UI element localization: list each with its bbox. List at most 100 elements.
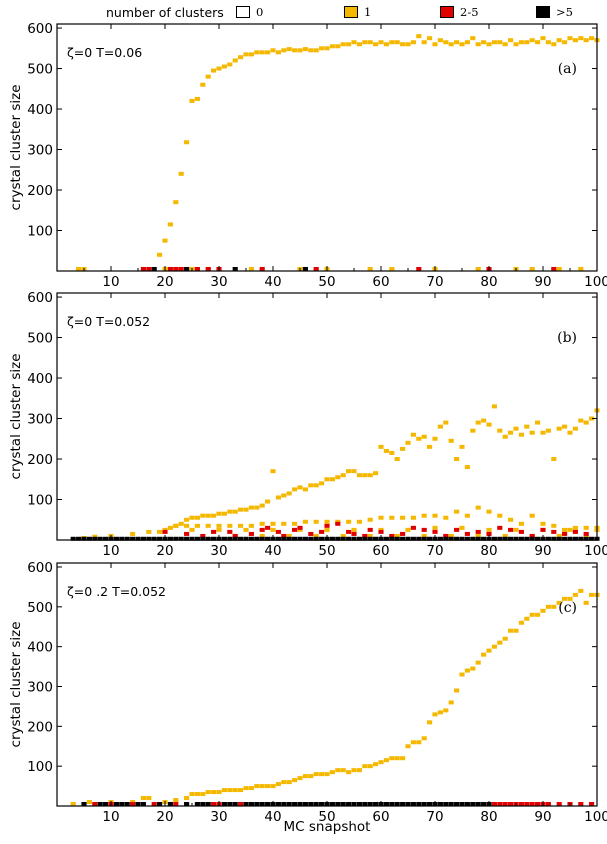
panel-2-cell-0-24 xyxy=(270,784,276,789)
panel-0-cell-0-9 xyxy=(194,96,200,101)
panel-0-cell-0-0 xyxy=(76,266,82,271)
panel-0-cell-0-74 xyxy=(545,40,551,45)
panel-2-cell-0-32 xyxy=(313,772,319,777)
panel-0-cell-0-62 xyxy=(481,40,487,45)
panel-1-cell-0-28 xyxy=(281,493,287,498)
panel-2-cell-0-78 xyxy=(562,596,568,601)
panel-0-cell-2-3 xyxy=(302,266,308,271)
panel-2-cell-2-2 xyxy=(103,802,109,807)
panel-0-cell-1-12 xyxy=(551,266,557,271)
panel-2-cell-0-44 xyxy=(378,760,384,765)
panel-2-cell-0-58 xyxy=(454,688,460,693)
panel-2-cell-0-57 xyxy=(448,700,454,705)
panel-1-cell-0-30 xyxy=(292,487,298,492)
panel-0-cell-0-60 xyxy=(470,36,476,41)
panel-0-cell-0-26 xyxy=(286,47,292,52)
panel-2-ylabel: crystal cluster size xyxy=(8,622,24,748)
panel-2-cell-2-45 xyxy=(394,802,400,807)
panel-1-cell-0-13 xyxy=(200,513,206,518)
panel-0-xtick-label-8: 90 xyxy=(534,274,551,290)
panel-1-cell-2-38 xyxy=(275,536,281,541)
panel-2-cell-0-77 xyxy=(556,600,562,605)
panel-1-cell-0-100 xyxy=(313,519,319,524)
panel-2-xtick-label-9: 100 xyxy=(584,809,607,825)
panel-2-cell-0-1 xyxy=(86,800,92,805)
panel-2-cell-0-74 xyxy=(540,608,546,613)
panel-1-cell-2-56 xyxy=(373,536,379,541)
panel-1-xtick-label-8: 90 xyxy=(534,543,551,559)
legend-label-0: 0 xyxy=(256,5,264,19)
panel-2-cell-2-23 xyxy=(275,802,281,807)
panel-1-cell-1-32 xyxy=(497,525,503,530)
panel-2-cell-1-7 xyxy=(238,802,244,807)
panel-1-cell-2-43 xyxy=(302,536,308,541)
panel-2-cell-2-14 xyxy=(221,802,227,807)
panel-2-cell-2-19 xyxy=(254,802,260,807)
panel-0-cell-0-58 xyxy=(459,42,465,47)
panel-1-cell-0-116 xyxy=(486,509,492,514)
panel-1-cell-0-115 xyxy=(475,505,481,510)
panel-2-cell-2-41 xyxy=(373,802,379,807)
panel-1-cell-0-119 xyxy=(518,521,524,526)
panel-1-cell-0-67 xyxy=(491,404,497,409)
panel-0-cell-0-34 xyxy=(329,44,335,49)
panel-0-ylabel: crystal cluster size xyxy=(8,85,24,211)
panel-2-cell-2-25 xyxy=(286,802,292,807)
panel-1-cell-1-21 xyxy=(378,529,384,534)
panel-1-ytick-label-5: 600 xyxy=(27,290,53,306)
panel-1-cell-0-27 xyxy=(275,495,281,500)
panel-1-cell-2-90 xyxy=(556,536,562,541)
panel-1-cell-0-29 xyxy=(286,491,292,496)
legend-label-3: >5 xyxy=(556,5,573,19)
panel-1-cell-0-26 xyxy=(270,469,276,474)
panel-1-cell-1-12 xyxy=(297,525,303,530)
panel-1-cell-0-56 xyxy=(432,436,438,441)
panel-1-cell-1-35 xyxy=(529,533,535,538)
legend-swatch-0 xyxy=(236,6,250,18)
panel-0-cell-0-11 xyxy=(205,74,211,79)
panel-0-cell-0-77 xyxy=(562,40,568,45)
panel-1-cell-2-53 xyxy=(356,536,362,541)
panel-1-cell-0-37 xyxy=(329,477,335,482)
panel-1-cell-0-110 xyxy=(421,513,427,518)
panel-2-cell-1-14 xyxy=(524,802,530,807)
panel-1-cell-0-55 xyxy=(427,444,433,449)
panel-0-cell-0-75 xyxy=(551,42,557,47)
panel-1-cell-1-7 xyxy=(259,527,265,532)
panel-1-cell-2-86 xyxy=(535,536,541,541)
panel-1-cell-2-18 xyxy=(167,536,173,541)
panel-2-xtick-label-7: 80 xyxy=(480,809,497,825)
panel-0-cell-0-35 xyxy=(335,44,341,49)
panel-1-cell-0-72 xyxy=(518,432,524,437)
panel-1-cell-2-80 xyxy=(502,536,508,541)
panel-2-cell-2-16 xyxy=(232,802,238,807)
panel-1-xtick-label-1: 20 xyxy=(156,543,173,559)
panel-2-cell-1-21 xyxy=(578,802,584,807)
panel-0-cell-0-45 xyxy=(389,40,395,45)
panel-2-cell-0-79 xyxy=(567,596,573,601)
panel-1-cell-0-88 xyxy=(184,523,190,528)
panel-2-xtick-label-4: 50 xyxy=(318,809,335,825)
panel-0-cell-0-79 xyxy=(572,38,578,43)
panel-0-cell-0-19 xyxy=(248,52,254,57)
panel-1-cell-0-38 xyxy=(335,475,341,480)
panel-1-cell-0-117 xyxy=(497,513,503,518)
panel-2-cell-0-8 xyxy=(184,796,190,801)
panel-2-ytick-label-4: 500 xyxy=(27,600,53,616)
panel-1-cell-0-128 xyxy=(216,527,222,532)
panel-0-cell-0-24 xyxy=(275,50,281,55)
panel-2-cell-0-19 xyxy=(243,786,249,791)
panel-1-cell-0-95 xyxy=(259,521,265,526)
panel-1-cell-1-8 xyxy=(265,525,271,530)
panel-1-cell-1-1 xyxy=(184,531,190,536)
panel-0-cell-0-21 xyxy=(259,50,265,55)
panel-1-cell-2-10 xyxy=(124,536,130,541)
panel-0-ytick-label-3: 400 xyxy=(27,102,53,118)
panel-2-cell-0-73 xyxy=(535,612,541,617)
panel-1-cell-2-63 xyxy=(410,536,416,541)
panel-0-cell-1-8 xyxy=(259,266,265,271)
panel-0-cell-0-32 xyxy=(319,46,325,51)
panel-1-cell-0-9 xyxy=(178,521,184,526)
panel-1-cell-0-22 xyxy=(248,505,254,510)
panel-1-cell-2-19 xyxy=(173,536,179,541)
